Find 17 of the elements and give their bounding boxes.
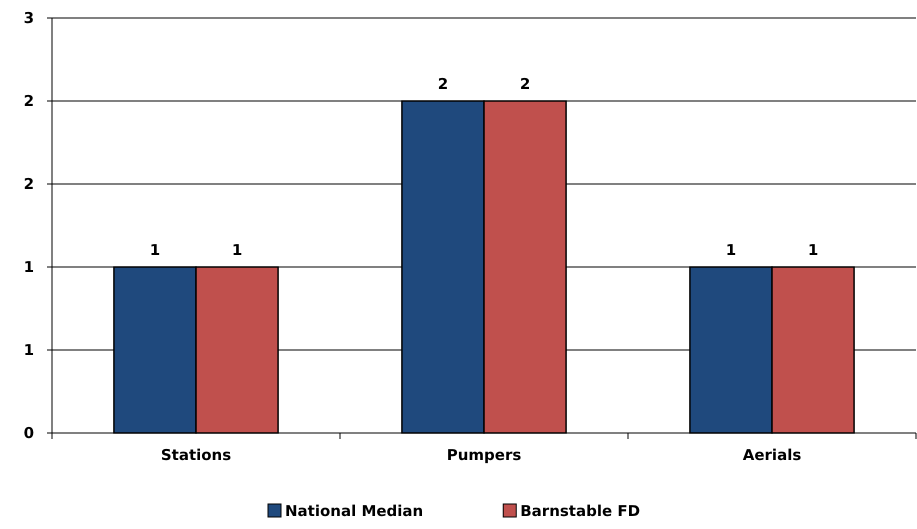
y-tick-label: 1 xyxy=(24,340,34,359)
x-tick-label: Pumpers xyxy=(446,446,522,464)
data-label: 1 xyxy=(726,241,736,259)
x-tick-label: Stations xyxy=(160,446,232,464)
y-tick-label: 1 xyxy=(24,258,34,276)
y-tick-label: 2 xyxy=(24,174,34,193)
data-label: 1 xyxy=(150,241,160,259)
data-label: 1 xyxy=(232,241,242,259)
legend-label: National Median xyxy=(285,502,424,520)
y-tick-label: 2 xyxy=(24,92,34,110)
data-label: 1 xyxy=(808,241,818,259)
x-tick-label: Aerials xyxy=(742,446,802,464)
legend-label: Barnstable FD xyxy=(520,502,640,520)
data-label: 2 xyxy=(520,75,530,93)
data-label: 2 xyxy=(438,75,448,93)
y-tick-label: 0 xyxy=(24,424,34,442)
y-tick-label: 3 xyxy=(24,8,34,27)
